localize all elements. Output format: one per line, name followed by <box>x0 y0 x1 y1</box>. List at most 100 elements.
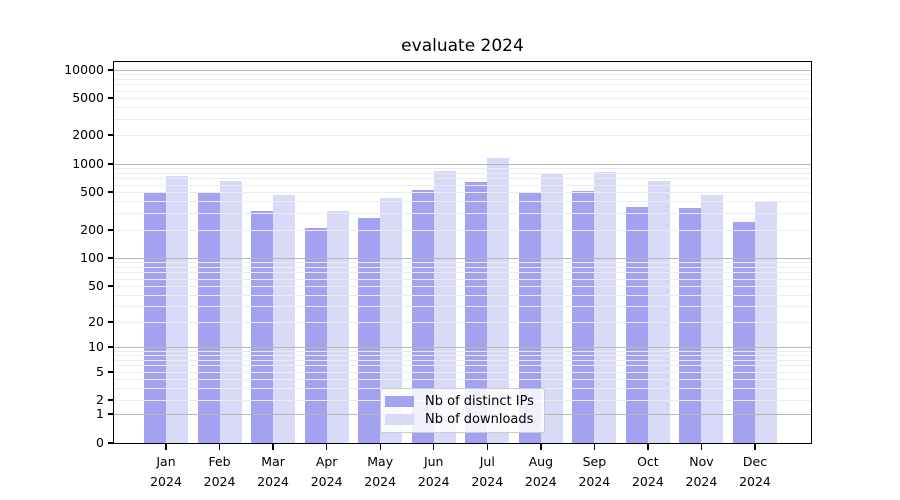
x-axis-tickmark-nov-2024 <box>700 444 703 450</box>
legend-label-distinct-ips: Nb of distinct IPs <box>425 394 534 410</box>
bar-nb-of-distinct-ips-sep-2024 <box>572 190 595 443</box>
x-axis-tick-label-apr-2024: Apr 2024 <box>295 452 359 491</box>
x-axis-tick-line: Sep <box>582 454 607 469</box>
x-axis-tick-line: Dec <box>742 454 768 469</box>
axis-spine-right <box>811 61 813 444</box>
minor-gridline-2000 <box>114 135 811 136</box>
x-axis-tick-line: 2024 <box>150 473 182 489</box>
chart-title: evaluate 2024 <box>401 36 524 56</box>
x-axis-tick-line: Feb <box>208 454 231 469</box>
bar-nb-of-downloads-mar-2024 <box>273 195 296 443</box>
legend-swatch-distinct-ips <box>385 396 414 408</box>
major-gridline-10000 <box>114 69 811 71</box>
y-axis-tick-label-0: 0 <box>96 435 104 450</box>
x-axis-tick-label-jun-2024: Jun 2024 <box>402 452 466 491</box>
x-axis-tick-line: 2024 <box>739 473 771 489</box>
minor-gridline-60 <box>114 278 811 280</box>
bar-nb-of-distinct-ips-feb-2024 <box>197 192 220 443</box>
minor-gridline-5 <box>114 372 811 373</box>
legend-item-downloads: Nb of downloads <box>385 411 538 428</box>
y-axis-tickmark-50 <box>108 285 114 287</box>
axis-spine-bottom <box>113 443 812 445</box>
x-axis-tick-line: 2024 <box>417 473 450 489</box>
x-axis-tick-label-nov-2024: Nov 2024 <box>669 452 733 491</box>
y-axis-tickmark-5000 <box>108 97 114 99</box>
x-axis-tickmark-may-2024 <box>379 444 381 450</box>
legend-item-distinct-ips: Nb of distinct IPs <box>385 393 538 410</box>
minor-gridline-8000 <box>114 79 811 80</box>
y-axis-tick-label-5000: 5000 <box>72 90 104 105</box>
minor-gridline-30 <box>114 306 811 308</box>
x-axis-tick-line: Apr <box>315 454 338 469</box>
bar-nb-of-distinct-ips-nov-2024 <box>679 207 702 443</box>
bar-nb-of-distinct-ips-dec-2024 <box>732 222 755 443</box>
x-axis-tick-line: 2024 <box>203 473 236 489</box>
minor-gridline-4 <box>114 378 811 380</box>
bar-nb-of-downloads-feb-2024 <box>219 180 242 443</box>
bar-nb-of-distinct-ips-apr-2024 <box>304 227 327 443</box>
legend: Nb of distinct IPs Nb of downloads <box>380 388 545 433</box>
y-axis-tickmark-2000 <box>108 134 114 136</box>
x-axis-tick-line: Nov <box>689 454 714 469</box>
minor-gridline-500 <box>114 192 811 193</box>
bar-nb-of-downloads-jan-2024 <box>166 175 188 443</box>
y-axis-tick-label-2000: 2000 <box>72 127 104 142</box>
x-axis-tickmark-oct-2024 <box>647 444 649 450</box>
minor-gridline-20 <box>114 322 811 323</box>
bar-nb-of-distinct-ips-jan-2024 <box>144 192 166 443</box>
y-axis-tickmark-100 <box>108 257 114 259</box>
x-axis-tick-line: 2024 <box>685 473 718 489</box>
x-axis-tick-line: 2024 <box>631 473 664 489</box>
x-axis-tick-label-feb-2024: Feb 2024 <box>188 452 252 491</box>
bar-nb-of-distinct-ips-mar-2024 <box>251 211 274 443</box>
x-axis-tick-line: Mar <box>261 454 285 469</box>
y-axis-tick-label-10000: 10000 <box>64 62 104 77</box>
y-axis-tick-label-20: 20 <box>88 314 104 329</box>
minor-gridline-50 <box>114 286 811 287</box>
legend-label-downloads: Nb of downloads <box>425 411 534 427</box>
x-axis-tick-label-dec-2024: Dec 2024 <box>723 452 787 491</box>
minor-gridline-7000 <box>114 84 811 86</box>
x-axis-tickmark-jan-2024 <box>165 444 167 450</box>
x-axis-tickmark-mar-2024 <box>272 444 274 450</box>
bar-nb-of-downloads-jul-2024 <box>487 158 510 443</box>
bar-nb-of-downloads-sep-2024 <box>594 171 617 443</box>
y-axis-tick-label-1: 1 <box>96 406 104 421</box>
y-axis-tick-label-500: 500 <box>80 184 104 199</box>
y-axis-tickmark-20 <box>108 321 114 323</box>
x-axis-tick-line: 2024 <box>524 473 557 489</box>
minor-gridline-90 <box>114 262 811 264</box>
x-axis-tickmark-jul-2024 <box>486 444 488 450</box>
minor-gridline-900 <box>114 168 811 170</box>
x-axis-tickmark-feb-2024 <box>218 444 221 450</box>
minor-gridline-9 <box>114 350 811 352</box>
x-axis-tickmark-sep-2024 <box>593 444 596 450</box>
y-axis-tickmark-500 <box>108 191 114 193</box>
minor-gridline-40 <box>114 294 811 296</box>
x-axis-tick-label-sep-2024: Sep 2024 <box>562 452 626 491</box>
bar-nb-of-distinct-ips-may-2024 <box>358 218 381 443</box>
minor-gridline-300 <box>114 213 811 215</box>
y-axis-tick-label-2: 2 <box>96 392 104 407</box>
x-axis-tick-label-jan-2024: Jan 2024 <box>134 452 198 491</box>
x-axis-tick-line: Jun <box>423 454 444 469</box>
x-axis-tick-line: Jul <box>479 454 495 469</box>
y-axis-tickmark-10000 <box>108 69 114 71</box>
minor-gridline-200 <box>114 230 811 231</box>
y-axis-tick-label-50: 50 <box>88 278 104 293</box>
bar-nb-of-distinct-ips-jul-2024 <box>465 181 488 443</box>
x-axis-tickmark-aug-2024 <box>540 444 542 450</box>
major-gridline-100 <box>114 257 811 259</box>
axis-spine-left <box>113 61 115 444</box>
y-axis-tickmark-10 <box>108 346 114 348</box>
x-axis-tick-line: Oct <box>637 454 659 469</box>
bar-nb-of-distinct-ips-oct-2024 <box>625 206 648 443</box>
y-axis-tick-label-10: 10 <box>88 339 104 354</box>
y-axis-tickmark-0 <box>108 442 114 444</box>
minor-gridline-600 <box>114 184 811 186</box>
x-axis-tick-line: 2024 <box>257 473 289 489</box>
y-axis-tickmark-5 <box>108 371 114 373</box>
major-gridline-10 <box>114 346 811 348</box>
x-axis-tick-label-aug-2024: Aug 2024 <box>509 452 573 491</box>
